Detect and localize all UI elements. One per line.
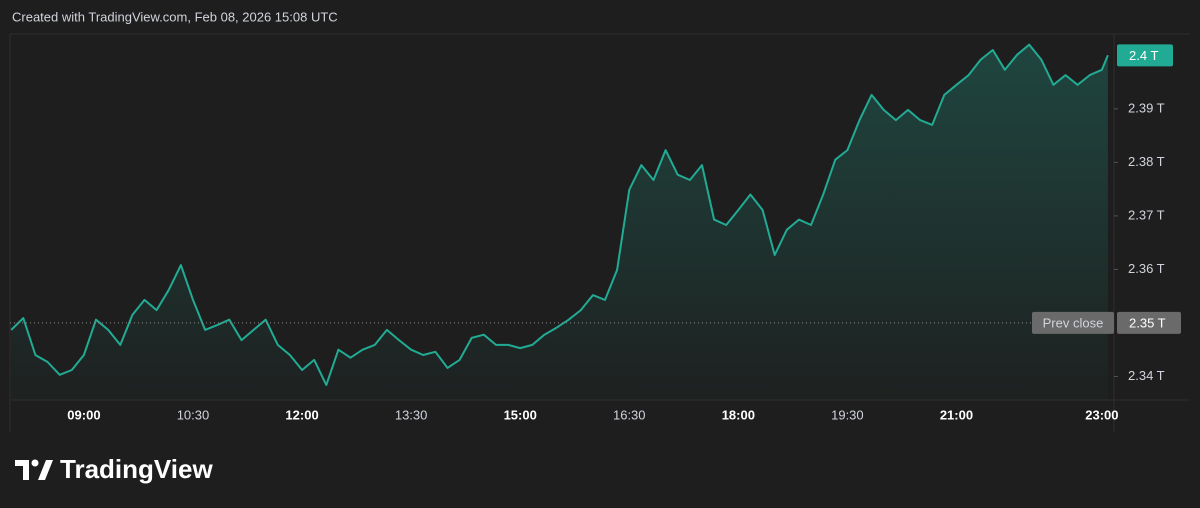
- last-price-label: 2.4 T: [1129, 48, 1158, 63]
- prev-close-name: Prev close: [1043, 315, 1104, 330]
- x-tick-label: 15:00: [504, 407, 537, 422]
- x-tick-label: 13:30: [395, 407, 428, 422]
- brand-name: TradingView: [60, 454, 213, 484]
- x-tick-label: 10:30: [177, 407, 210, 422]
- y-tick-label: 2.39 T: [1128, 100, 1165, 115]
- y-tick-label: 2.38 T: [1128, 154, 1165, 169]
- x-tick-label: 12:00: [285, 407, 318, 422]
- prev-close-badge: [1117, 311, 1181, 334]
- header: Created with TradingView.com, Feb 08, 20…: [12, 9, 338, 24]
- prev-close-label: 2.35 T: [1129, 315, 1166, 330]
- x-tick-label: 21:00: [940, 407, 973, 422]
- area: [11, 44, 1108, 400]
- x-tick-label: 09:00: [67, 407, 100, 422]
- price-line: [10, 43, 1109, 386]
- x-tick-label: 18:00: [722, 407, 755, 422]
- last-price-badge: [1117, 44, 1173, 67]
- logo: TradingView: [15, 454, 213, 484]
- prev-close-tag: [1032, 311, 1114, 334]
- x-tick-label: 16:30: [613, 407, 646, 422]
- x-tick-label: 19:30: [831, 407, 864, 422]
- y-tick-label: 2.34 T: [1128, 368, 1165, 383]
- y-tick-label: 2.37 T: [1128, 207, 1165, 222]
- x-tick-label: 23:00: [1085, 407, 1118, 422]
- y-tick-label: 2.36 T: [1128, 261, 1165, 276]
